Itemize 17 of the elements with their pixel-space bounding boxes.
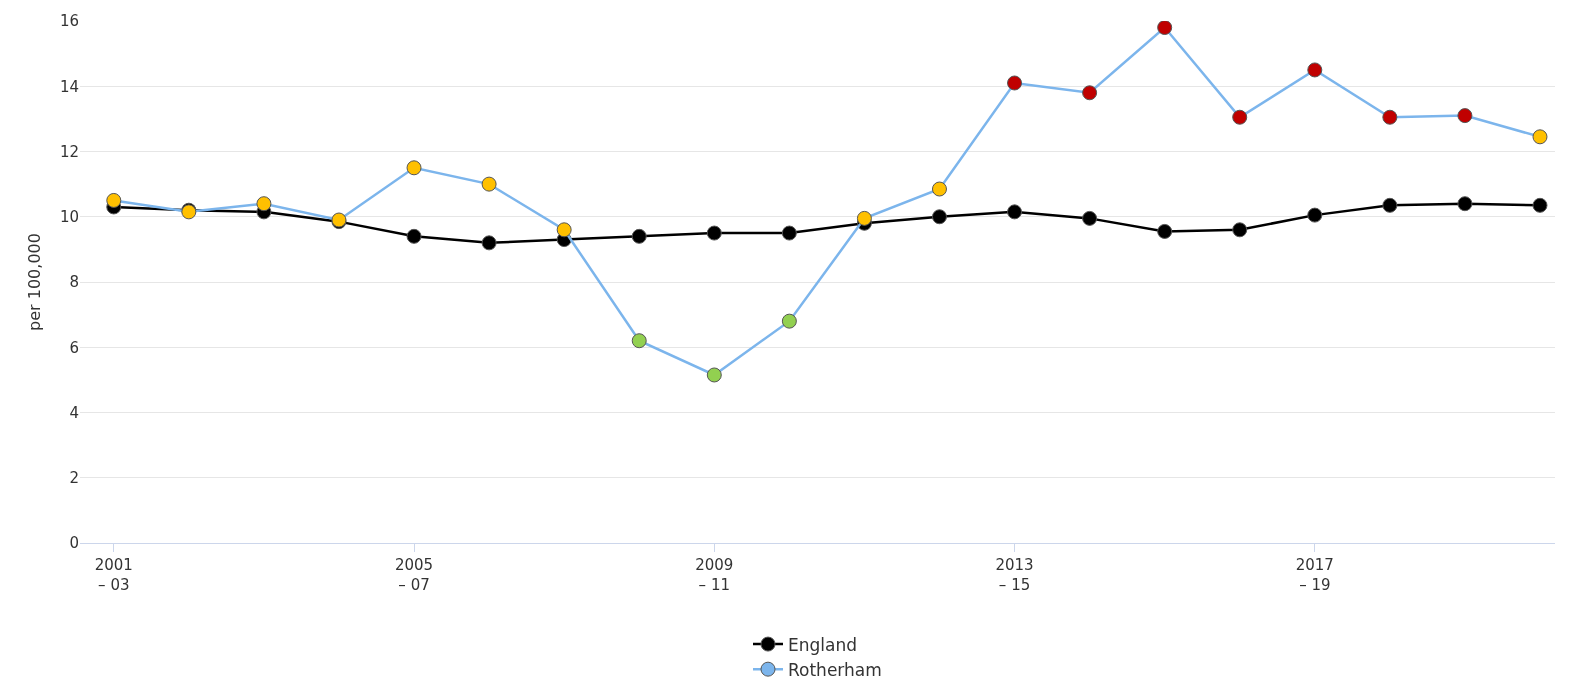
x-tick-label: 2013 – 15 [995,556,1034,594]
y-tick-label: 8 [69,273,79,292]
x-tick-label: 2005 – 07 [394,556,434,594]
legend-label: Rotherham [788,659,882,680]
x-tick-label: 2009 – 11 [695,556,734,594]
y-tick-label: 0 [69,534,79,553]
y-tick-label: 16 [59,12,79,31]
y-tick-label: 12 [59,142,79,161]
y-tick-label: 10 [59,208,79,226]
x-tick-label: 2017 – 19 [1295,556,1334,594]
y-tick-label: 4 [69,403,79,422]
x-tick-label: 2001 – 03 [94,556,133,594]
y-tick-label: 6 [69,338,79,357]
y-tick-label: 14 [59,77,79,96]
y-tick-label: 2 [69,469,79,487]
legend-label: England [788,634,858,655]
y-axis-title: per 100,000 [24,233,44,331]
